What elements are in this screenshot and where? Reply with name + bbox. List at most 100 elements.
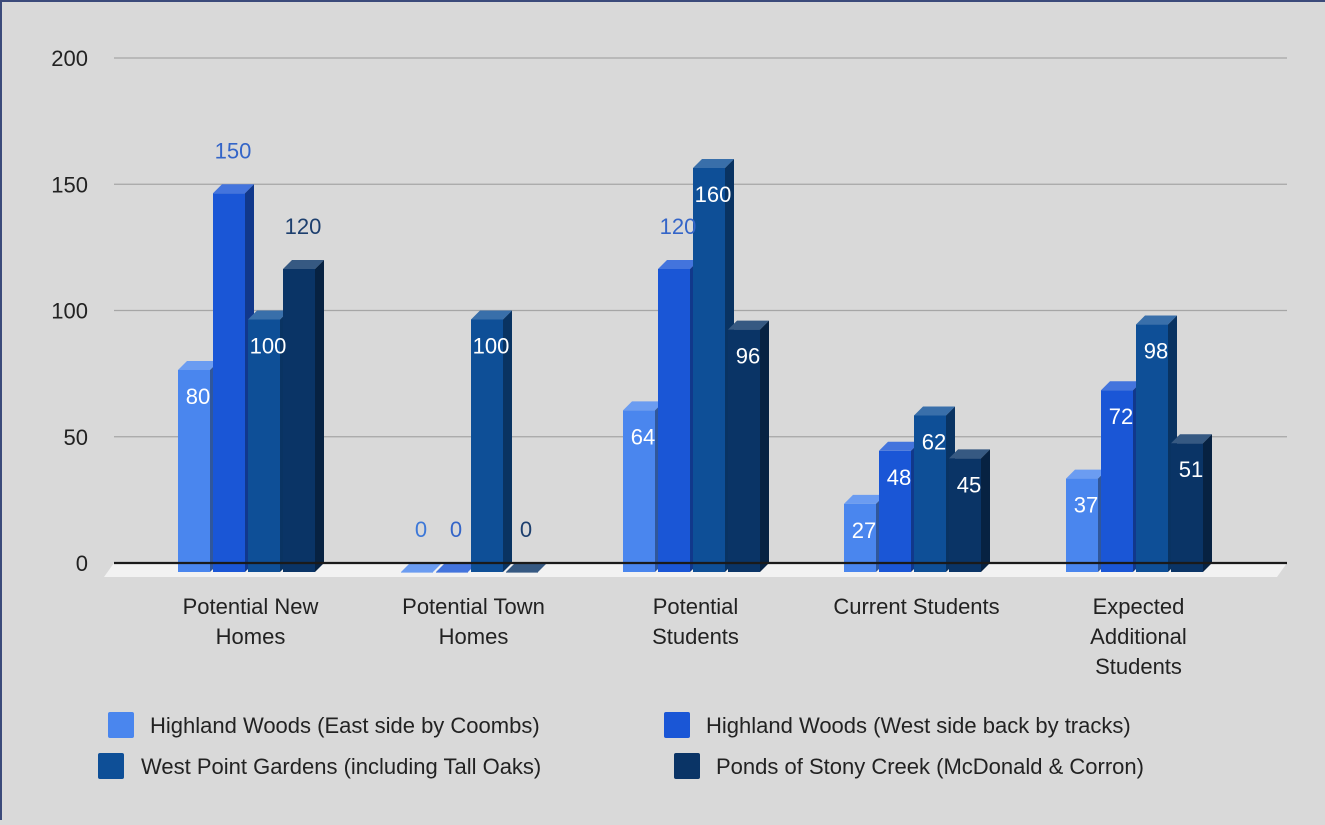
data-label: 0 [520, 517, 532, 542]
bar-front-face [879, 450, 911, 572]
bar-top-face [178, 361, 219, 370]
bar-top-face [728, 320, 769, 330]
data-label: 64 [631, 424, 655, 449]
bar[interactable] [658, 260, 699, 572]
data-label: 96 [736, 344, 760, 369]
y-tick-label: 200 [51, 46, 88, 71]
legend-item[interactable]: Highland Woods (West side back by tracks… [664, 712, 1131, 738]
bar[interactable] [728, 320, 769, 572]
bar-front-face [1136, 324, 1168, 572]
data-label: 51 [1179, 457, 1203, 482]
data-label: 45 [957, 472, 981, 497]
legend-item[interactable]: Highland Woods (East side by Coombs) [108, 712, 540, 738]
bar-top-face [949, 449, 990, 459]
bar[interactable] [1066, 469, 1107, 572]
bar[interactable] [844, 494, 885, 572]
bar[interactable] [1136, 315, 1177, 572]
bar-top-face [1101, 381, 1142, 391]
x-tick-label-line: Students [1095, 654, 1182, 679]
bar-front-face [213, 193, 245, 572]
bar-top-face [283, 260, 324, 269]
bar[interactable] [949, 449, 990, 572]
bar-front-face [248, 319, 280, 572]
legend-label: West Point Gardens (including Tall Oaks) [141, 754, 541, 779]
data-label: 150 [215, 138, 252, 163]
bar-top-face [693, 159, 734, 168]
legend-label: Highland Woods (West side back by tracks… [706, 713, 1131, 738]
data-label: 37 [1074, 493, 1098, 518]
bar-front-face [471, 319, 503, 572]
bar-top-face [471, 310, 512, 320]
legend-item[interactable]: West Point Gardens (including Tall Oaks) [98, 753, 541, 779]
data-label: 0 [450, 517, 462, 542]
bar-top-face [879, 441, 920, 451]
data-label: 120 [660, 214, 697, 239]
bar[interactable] [283, 260, 324, 572]
bar-front-face [949, 458, 981, 572]
bar[interactable] [401, 563, 442, 573]
data-label: 80 [186, 384, 210, 409]
x-tick-label-line: Potential New [183, 594, 319, 619]
bar[interactable] [436, 563, 477, 573]
bar-front-face [1101, 390, 1133, 572]
bar[interactable] [213, 184, 254, 572]
bar-front-face [1066, 478, 1098, 572]
legend-item[interactable]: Ponds of Stony Creek (McDonald & Corron) [674, 753, 1144, 779]
x-tick-label: Potential New Homes [183, 594, 319, 649]
x-tick-label-line: Homes [439, 624, 509, 649]
bar-top-face [623, 401, 664, 411]
bar[interactable] [471, 310, 512, 573]
legend-swatch [108, 712, 134, 738]
y-tick-label: 150 [51, 172, 88, 197]
x-tick-label: Current Students [833, 594, 999, 619]
bar[interactable] [506, 563, 547, 573]
data-label: 160 [695, 182, 732, 207]
bar-top-face [248, 310, 289, 320]
bar-top-face [401, 563, 442, 572]
data-label: 48 [887, 465, 911, 490]
bar-side-face [981, 449, 990, 572]
bar-front-face [844, 503, 876, 572]
legend-swatch [98, 753, 124, 779]
bar[interactable] [879, 441, 920, 572]
x-tick-label: Potential Town Homes [402, 594, 545, 649]
data-label: 62 [922, 429, 946, 454]
data-label: 27 [852, 518, 876, 543]
x-tick-label-line: Additional [1090, 624, 1187, 649]
legend: Highland Woods (East side by Coombs) High… [98, 712, 1144, 779]
data-label: 100 [473, 334, 510, 359]
bar-top-face [914, 406, 955, 416]
legend-swatch [664, 712, 690, 738]
bar[interactable] [1171, 434, 1212, 572]
x-tick-label-line: Potential [653, 594, 739, 619]
bar[interactable] [693, 159, 734, 572]
bar-side-face [1203, 434, 1212, 572]
bar-top-face [658, 260, 699, 269]
x-tick-label-line: Expected [1093, 594, 1185, 619]
bar-top-face [1066, 469, 1107, 479]
x-tick-label-line: Students [652, 624, 739, 649]
y-tick-label: 50 [64, 425, 88, 450]
bar-front-face [693, 168, 725, 572]
bar-side-face [760, 320, 769, 572]
bar-front-face [283, 269, 315, 572]
bars-layer [178, 159, 1212, 573]
data-label: 120 [285, 214, 322, 239]
y-tick-label: 100 [51, 299, 88, 324]
y-tick-label: 0 [76, 551, 88, 576]
bar-front-face [658, 269, 690, 572]
x-tick-label-line: Current Students [833, 594, 999, 619]
data-label: 100 [250, 334, 287, 359]
bar-top-face [1171, 434, 1212, 444]
bar-front-face [728, 329, 760, 572]
bar-top-face [436, 563, 477, 572]
bar-front-face [914, 415, 946, 572]
data-label: 98 [1144, 339, 1168, 364]
bar-front-face [178, 370, 210, 572]
legend-label: Highland Woods (East side by Coombs) [150, 713, 540, 738]
data-label: 72 [1109, 404, 1133, 429]
bar-top-face [1136, 315, 1177, 325]
